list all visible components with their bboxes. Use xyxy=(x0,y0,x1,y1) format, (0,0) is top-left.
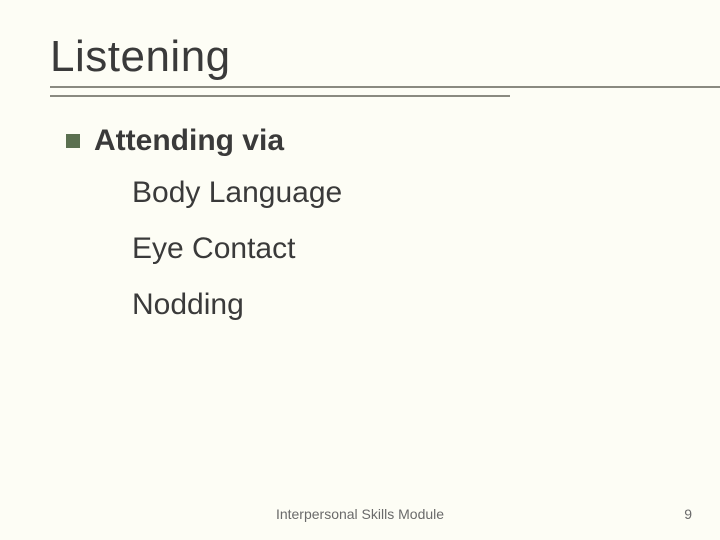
footer-text: Interpersonal Skills Module xyxy=(0,506,720,522)
title-area: Listening xyxy=(0,0,720,100)
title-underlines xyxy=(50,86,720,100)
sub-list: Body Language Eye Contact Nodding xyxy=(66,176,720,322)
bullet-row: Attending via xyxy=(66,124,720,158)
bullet-text: Attending via xyxy=(94,124,284,158)
content-area: Attending via Body Language Eye Contact … xyxy=(0,100,720,322)
underline-long xyxy=(50,86,720,88)
sub-item: Nodding xyxy=(132,288,720,322)
square-bullet-icon xyxy=(66,134,80,148)
page-number: 9 xyxy=(684,506,692,522)
underline-short xyxy=(50,95,510,97)
slide-title: Listening xyxy=(50,32,720,82)
sub-item: Eye Contact xyxy=(132,232,720,266)
sub-item: Body Language xyxy=(132,176,720,210)
